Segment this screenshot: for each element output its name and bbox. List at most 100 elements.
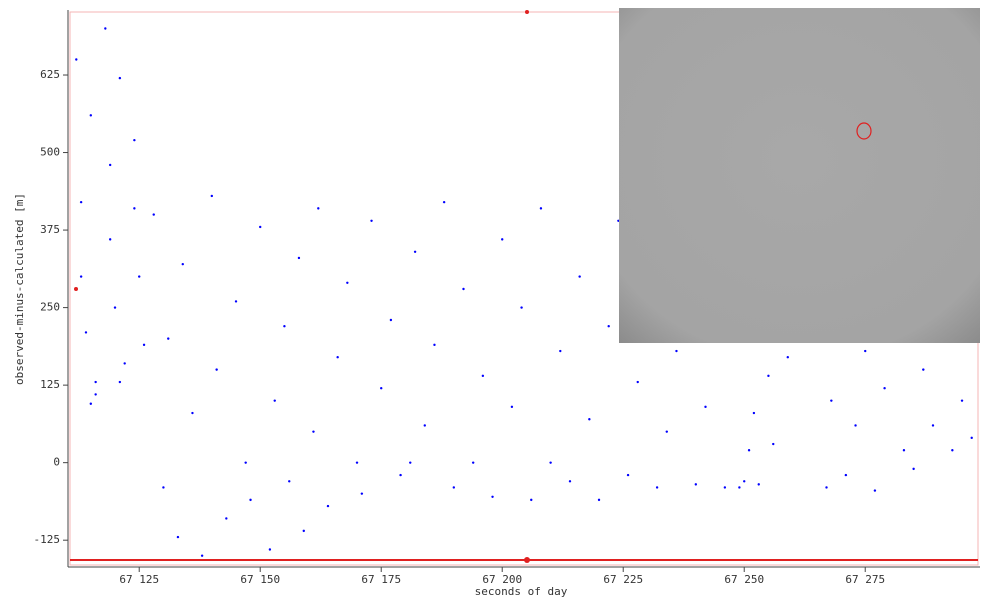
point — [274, 399, 276, 401]
point — [520, 306, 522, 308]
point — [283, 325, 285, 327]
point — [138, 275, 140, 277]
point — [704, 406, 706, 408]
x-tick-label: 67 150 — [240, 573, 280, 586]
point — [971, 437, 973, 439]
point — [787, 356, 789, 358]
point — [143, 344, 145, 346]
point — [346, 282, 348, 284]
point — [133, 139, 135, 141]
point — [874, 489, 876, 491]
point — [80, 275, 82, 277]
point — [75, 58, 77, 60]
point — [748, 449, 750, 451]
point — [738, 486, 740, 488]
x-tick-label: 67 125 — [119, 573, 159, 586]
point — [303, 530, 305, 532]
point — [845, 474, 847, 476]
x-tick-label: 67 250 — [724, 573, 764, 586]
inset-background — [619, 8, 980, 343]
point — [90, 114, 92, 116]
point — [883, 387, 885, 389]
point — [94, 381, 96, 383]
point — [298, 257, 300, 259]
point — [114, 306, 116, 308]
point — [724, 486, 726, 488]
point — [743, 480, 745, 482]
point — [530, 499, 532, 501]
cursor-dot — [525, 10, 529, 14]
point — [922, 368, 924, 370]
point — [830, 399, 832, 401]
point — [854, 424, 856, 426]
point — [356, 461, 358, 463]
point — [501, 238, 503, 240]
x-tick-label: 67 200 — [482, 573, 522, 586]
point — [932, 424, 934, 426]
point — [162, 486, 164, 488]
point — [109, 238, 111, 240]
point — [119, 381, 121, 383]
point — [433, 344, 435, 346]
point — [462, 288, 464, 290]
point — [215, 368, 217, 370]
point — [182, 263, 184, 265]
point — [153, 213, 155, 215]
point — [961, 399, 963, 401]
y-tick-label: 0 — [53, 456, 60, 469]
x-tick-label: 67 275 — [845, 573, 885, 586]
point — [312, 430, 314, 432]
y-tick-label: 250 — [40, 301, 60, 314]
point — [288, 480, 290, 482]
point — [656, 486, 658, 488]
point — [225, 517, 227, 519]
point — [85, 331, 87, 333]
point — [569, 480, 571, 482]
point — [370, 220, 372, 222]
point — [825, 486, 827, 488]
point — [598, 499, 600, 501]
point — [177, 536, 179, 538]
point — [666, 430, 668, 432]
point — [361, 492, 363, 494]
point — [903, 449, 905, 451]
point — [119, 77, 121, 79]
point — [772, 443, 774, 445]
point — [608, 325, 610, 327]
point — [399, 474, 401, 476]
point — [390, 319, 392, 321]
point — [482, 375, 484, 377]
point — [511, 406, 513, 408]
point — [123, 362, 125, 364]
point — [912, 468, 914, 470]
point — [317, 207, 319, 209]
x-axis-label: seconds of day — [475, 585, 568, 598]
y-tick-label: 375 — [40, 223, 60, 236]
point — [94, 393, 96, 395]
chart: seconds of day observed-minus-calculated… — [0, 0, 984, 599]
point — [244, 461, 246, 463]
y-tick-label: 125 — [40, 378, 60, 391]
x-tick-label: 67 175 — [361, 573, 401, 586]
x-tick-label: 67 225 — [603, 573, 643, 586]
point — [675, 350, 677, 352]
point — [695, 483, 697, 485]
point — [167, 337, 169, 339]
point — [758, 483, 760, 485]
point — [491, 496, 493, 498]
point — [864, 350, 866, 352]
point — [578, 275, 580, 277]
point — [637, 381, 639, 383]
point — [201, 554, 203, 556]
point — [191, 412, 193, 414]
point — [90, 403, 92, 405]
point — [424, 424, 426, 426]
point — [443, 201, 445, 203]
point — [104, 27, 106, 29]
point — [472, 461, 474, 463]
point — [235, 300, 237, 302]
point — [453, 486, 455, 488]
point — [951, 449, 953, 451]
y-axis-label: observed-minus-calculated [m] — [13, 193, 26, 385]
point — [336, 356, 338, 358]
